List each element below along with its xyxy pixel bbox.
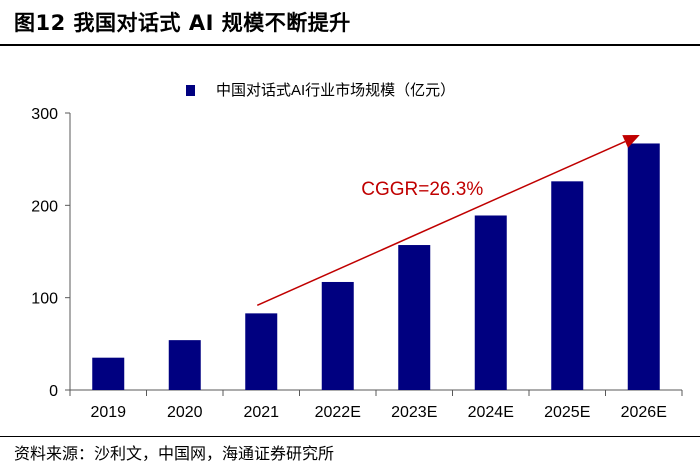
x-tick-label: 2025E bbox=[544, 404, 590, 421]
legend: 中国对话式AI行业市场规模（亿元） bbox=[186, 82, 455, 99]
x-tick-label: 2020 bbox=[167, 404, 203, 421]
title-rule bbox=[0, 44, 700, 46]
x-tick-label: 2023E bbox=[391, 404, 437, 421]
bar bbox=[168, 340, 201, 390]
x-tick-label: 2022E bbox=[315, 404, 361, 421]
y-tick-label: 200 bbox=[31, 198, 58, 215]
growth-arrowhead bbox=[622, 135, 640, 148]
bar bbox=[627, 143, 660, 390]
growth-annotation: CGGR=26.3% bbox=[256, 135, 640, 307]
x-tick-label: 2026E bbox=[621, 404, 667, 421]
legend-label: 中国对话式AI行业市场规模（亿元） bbox=[216, 82, 455, 99]
source-rule bbox=[0, 436, 700, 437]
bar bbox=[398, 245, 431, 390]
y-tick-label: 0 bbox=[49, 383, 58, 400]
growth-arrow bbox=[256, 140, 626, 307]
bar bbox=[321, 281, 354, 390]
y-axis: 0 100 200 300 bbox=[31, 106, 71, 400]
bar bbox=[245, 313, 278, 390]
source-note: 资料来源：沙利文，中国网，海通证券研究所 bbox=[14, 444, 335, 463]
x-tick-label: 2019 bbox=[90, 404, 126, 421]
legend-swatch bbox=[186, 85, 195, 96]
bar-chart: 中国对话式AI行业市场规模（亿元） 0 100 200 300 2019 2020 202… bbox=[31, 82, 683, 421]
cagr-label: CGGR=26.3% bbox=[361, 179, 483, 200]
bars bbox=[92, 143, 660, 390]
bar bbox=[92, 357, 125, 390]
bar bbox=[551, 181, 584, 390]
bar bbox=[474, 215, 507, 390]
x-tick-label: 2021 bbox=[243, 404, 279, 421]
figure-title: 图12 我国对话式 AI 规模不断提升 bbox=[14, 11, 351, 35]
y-tick-label: 300 bbox=[31, 106, 58, 123]
y-tick-label: 100 bbox=[31, 291, 58, 308]
x-tick-label: 2024E bbox=[468, 404, 514, 421]
x-axis: 2019 2020 2021 2022E 2023E 2024E 2025E 2026E bbox=[69, 389, 683, 421]
